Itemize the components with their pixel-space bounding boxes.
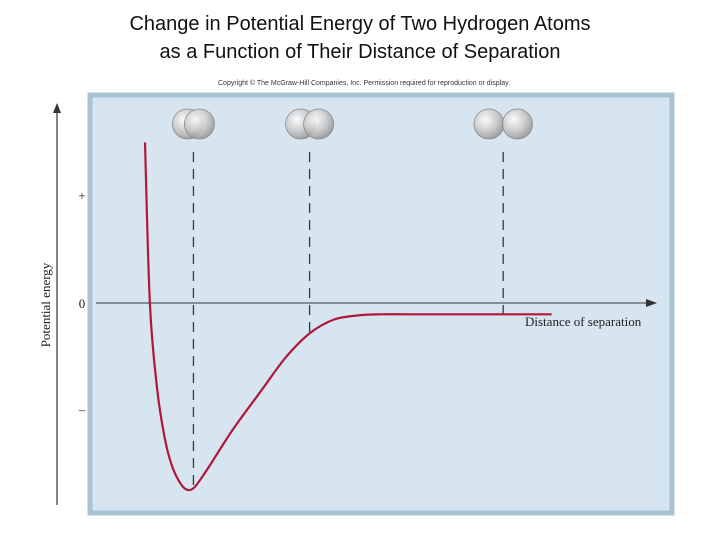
hydrogen-atom-pair-overlap [172,108,215,140]
y-tick-label-zero: 0 [79,296,86,311]
hydrogen-atom [303,108,335,140]
y-axis-arrowhead [53,103,61,113]
hydrogen-atom [502,108,533,140]
x-axis-label: Distance of separation [525,314,642,329]
potential-energy-curve [143,142,552,492]
y-axis-label: Potential energy [38,262,53,347]
title-line-2: as a Function of Their Distance of Separ… [159,41,561,63]
slide-title: Change in Potential Energy of Two Hydrog… [0,10,720,66]
hydrogen-atom [473,108,505,140]
x-axis-arrowhead [646,299,657,307]
chart-panel [87,92,675,516]
title-line-1: Change in Potential Energy of Two Hydrog… [129,13,591,35]
hydrogen-atom-pair-partial [285,108,335,140]
y-tick-label-plus: + [78,188,85,203]
hydrogen-atom [184,108,215,140]
y-tick-label-minus: – [78,402,86,417]
hydrogen-atom-pair-separate [473,108,533,140]
copyright-notice: Copyright © The McGraw-Hill Companies, I… [218,80,511,87]
